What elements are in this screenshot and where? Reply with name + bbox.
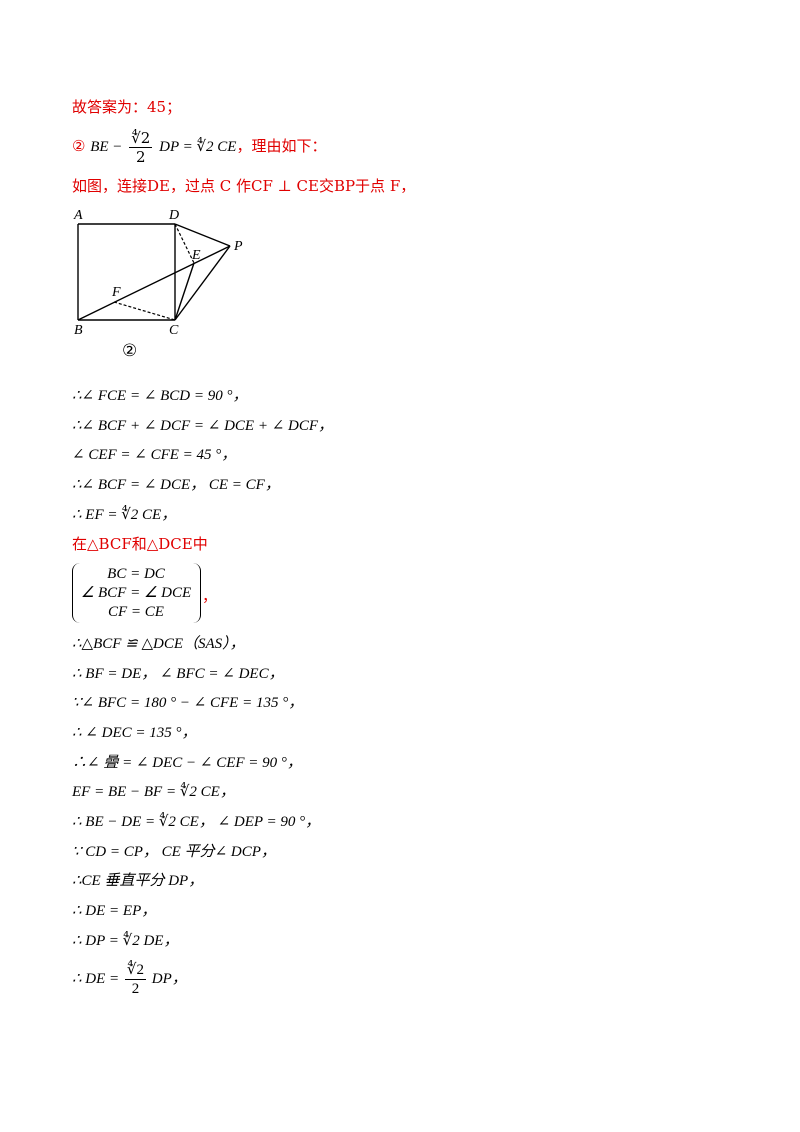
claim-rhs: DP = ∜2 CE [159, 139, 237, 155]
label-P: P [233, 239, 243, 254]
answer-line: 故答案为：45； [72, 97, 181, 117]
label-B: B [74, 323, 83, 338]
equation-system: BC = DC ∠ BCF = ∠ DCE CF = CE ， [72, 563, 217, 623]
left-brace [72, 563, 81, 623]
segment-BP [77, 245, 231, 321]
label-C: C [169, 323, 179, 338]
proof-text-3: ∠ CEF = ∠ CFE = 45 °， [72, 447, 237, 463]
segment-FC-dashed [113, 301, 176, 321]
final-numerator: ∜2 [124, 962, 146, 981]
proof-line-17: ∴ DP = ∜2 DE， [72, 931, 178, 951]
proof-text-5: ∴ EF = ∜2 CE， [72, 507, 177, 523]
edge-CP [174, 245, 231, 321]
figure-caption: ② [122, 341, 137, 360]
circle-number-2: ② [72, 137, 86, 155]
proof-text-14: ∵ CD = CP， CE 平分∠ DCP， [72, 844, 276, 860]
proof-text-15: ∴CE 垂直平分 DP， [72, 873, 204, 889]
proof-line-1: ∴∠ FCE = ∠ BCD = 90 °， [72, 386, 248, 406]
segment-CE [174, 262, 195, 321]
construction-text: 如图，连接DE，过点 C 作CF ⊥ CE交BP于点 F， [72, 177, 416, 195]
proof-line-5: ∴ EF = ∜2 CE， [72, 505, 176, 525]
final-denominator: 2 [131, 981, 140, 998]
proof-text-9: ∵∠ BFC = 180 ° − ∠ CFE = 135 °， [72, 695, 304, 711]
claim-fraction: ∜2 2 [129, 128, 153, 166]
proof-line-4: ∴∠ BCF = ∠ DCE， CE = CF， [72, 475, 280, 495]
label-F: F [111, 285, 121, 300]
proof-text-8: ∴ BF = DE， ∠ BFC = ∠ DEC， [72, 666, 284, 682]
proof-line-3: ∠ CEF = ∠ CFE = 45 °， [72, 445, 236, 465]
construction-line: 如图，连接DE，过点 C 作CF ⊥ CE交BP于点 F， [72, 176, 415, 196]
proof-line-18: ∴ DE = ∜2 2 DP， [72, 959, 187, 999]
label-A: A [73, 208, 83, 223]
proof-line-14: ∵ CD = CP， CE 平分∠ DCP， [72, 842, 276, 862]
label-E: E [191, 248, 201, 263]
system-row-3: CF = CE [108, 604, 164, 620]
proof-text-17: ∴ DP = ∜2 DE， [72, 933, 179, 949]
proof-line-12: EF = BE − BF = ∜2 CE， [72, 782, 235, 802]
final-lhs: ∴ DE = [72, 971, 120, 987]
proof-text-4: ∴∠ BCF = ∠ DCE， CE = CF， [72, 477, 280, 493]
system-row-2: ∠ BCF = ∠ DCE [80, 585, 192, 601]
proof-line-2: ∴∠ BCF + ∠ DCF = ∠ DCE + ∠ DCF， [72, 416, 333, 436]
proof-text-2: ∴∠ BCF + ∠ DCF = ∠ DCE + ∠ DCF， [72, 418, 334, 434]
right-brace [192, 563, 201, 623]
final-fraction: ∜2 2 [124, 961, 146, 998]
system-suffix: ， [202, 587, 218, 605]
system-row-1: BC = DC [107, 566, 165, 582]
final-rhs: DP， [151, 971, 187, 987]
proof-text-1: ∴∠ FCE = ∠ BCD = 90 °， [72, 388, 248, 404]
proof-text-11: ∴∠ 曡 = ∠ DEC − ∠ CEF = 90 °， [72, 755, 302, 771]
segment-DE-dashed [174, 223, 195, 264]
proof-line-15: ∴CE 垂直平分 DP， [72, 871, 203, 891]
proof-text-10: ∴ ∠ DEC = 135 °， [72, 725, 197, 741]
claim-lhs: BE − [90, 139, 123, 155]
proof-line-11: ∴∠ 曡 = ∠ DEC − ∠ CEF = 90 °， [72, 753, 302, 773]
proof-text-12: EF = BE − BF = ∜2 CE， [72, 784, 235, 800]
proof-line-13: ∴ BE − DE = ∜2 CE， ∠ DEP = 90 °， [72, 812, 320, 832]
geometry-figure: A D B C E P F ② [73, 208, 243, 360]
fraction-denominator: 2 [136, 147, 146, 166]
part2-claim: ② BE − ∜2 2 DP = ∜2 CE，理由如下： [72, 126, 326, 166]
proof-text-6: 在△BCF和△DCE中 [72, 535, 208, 553]
proof-text-7: ∴△BCF ≌ △DCE（SAS）， [72, 636, 245, 652]
claim-suffix: ，理由如下： [236, 137, 327, 155]
proof-line-9: ∵∠ BFC = 180 ° − ∠ CFE = 135 °， [72, 693, 303, 713]
edge-DP [174, 223, 231, 247]
proof-text-16: ∴ DE = EP， [72, 903, 157, 919]
label-D: D [168, 208, 179, 223]
proof-line-16: ∴ DE = EP， [72, 901, 156, 921]
proof-line-6: 在△BCF和△DCE中 [72, 534, 208, 554]
proof-line-8: ∴ BF = DE， ∠ BFC = ∠ DEC， [72, 664, 284, 684]
proof-line-7: ∴△BCF ≌ △DCE（SAS）， [72, 634, 245, 654]
fraction-numerator: ∜2 [129, 128, 153, 148]
answer-text: 故答案为：45； [72, 98, 182, 116]
proof-line-10: ∴ ∠ DEC = 135 °， [72, 723, 196, 743]
proof-text-13: ∴ BE − DE = ∜2 CE， ∠ DEP = 90 °， [72, 814, 321, 830]
